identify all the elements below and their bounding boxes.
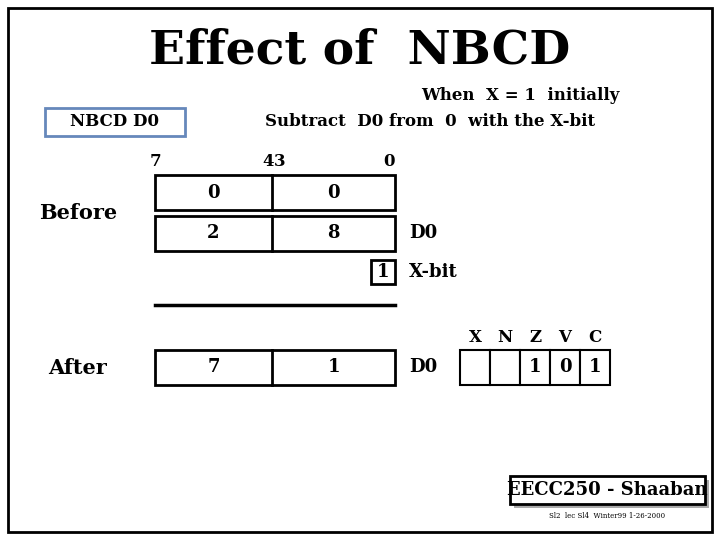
Text: V: V <box>559 329 572 347</box>
Bar <box>155 216 395 251</box>
Text: N: N <box>498 329 513 347</box>
Text: Sl2  lec Sl4  Winter99 1-26-2000: Sl2 lec Sl4 Winter99 1-26-2000 <box>549 512 665 520</box>
Text: 8: 8 <box>328 225 340 242</box>
Text: Z: Z <box>529 329 541 347</box>
Text: 7: 7 <box>149 153 161 171</box>
Text: 0: 0 <box>207 184 220 201</box>
Bar <box>580 350 610 385</box>
Bar <box>460 350 490 385</box>
Bar <box>550 350 580 385</box>
Text: 1: 1 <box>328 359 340 376</box>
Text: 1: 1 <box>377 263 390 281</box>
Text: NBCD D0: NBCD D0 <box>71 113 160 131</box>
Text: 1: 1 <box>589 359 601 376</box>
Text: Effect of  NBCD: Effect of NBCD <box>149 27 571 73</box>
Text: D0: D0 <box>409 359 437 376</box>
Text: 1: 1 <box>528 359 541 376</box>
Text: X-bit: X-bit <box>409 263 458 281</box>
Text: Subtract  D0 from  0  with the X-bit: Subtract D0 from 0 with the X-bit <box>265 113 595 131</box>
Text: When  X = 1  initially: When X = 1 initially <box>420 86 619 104</box>
Bar <box>371 260 395 284</box>
Text: 4: 4 <box>262 153 274 171</box>
Bar <box>155 350 395 385</box>
Text: 2: 2 <box>207 225 220 242</box>
Text: C: C <box>588 329 602 347</box>
Text: EECC250 - Shaaban: EECC250 - Shaaban <box>508 481 708 499</box>
Text: 7: 7 <box>207 359 220 376</box>
Bar <box>514 480 709 508</box>
Text: Before: Before <box>39 203 117 223</box>
Text: D0: D0 <box>409 225 437 242</box>
Text: 0: 0 <box>559 359 571 376</box>
Bar <box>520 350 550 385</box>
Bar <box>490 350 520 385</box>
Text: 0: 0 <box>384 153 395 171</box>
Text: 0: 0 <box>327 184 340 201</box>
Text: 3: 3 <box>274 153 286 171</box>
Bar <box>45 108 185 136</box>
Text: X: X <box>469 329 482 347</box>
Bar <box>510 476 705 504</box>
Bar <box>155 175 395 210</box>
Text: After: After <box>49 357 107 377</box>
